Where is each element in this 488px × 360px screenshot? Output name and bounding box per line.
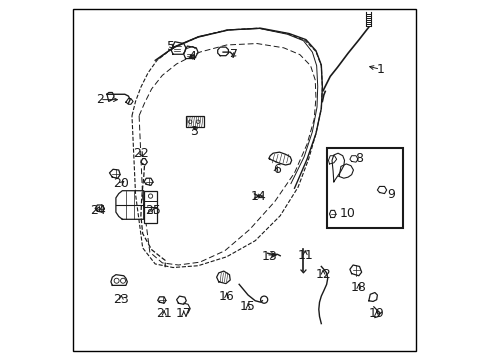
Text: 3: 3	[190, 125, 198, 138]
Text: 16: 16	[218, 289, 234, 303]
Text: 13: 13	[261, 250, 277, 263]
Text: 12: 12	[315, 268, 330, 281]
Text: 22: 22	[133, 147, 148, 160]
Text: 6: 6	[272, 163, 280, 176]
Text: 11: 11	[297, 248, 312, 261]
Text: 10: 10	[340, 207, 355, 220]
Text: 5: 5	[167, 40, 175, 53]
Text: 4: 4	[188, 50, 196, 63]
Text: 19: 19	[368, 307, 384, 320]
Text: 2: 2	[96, 93, 103, 106]
Text: 24: 24	[90, 204, 106, 217]
Text: 9: 9	[386, 188, 394, 201]
Text: 18: 18	[350, 281, 366, 294]
Text: 23: 23	[113, 293, 129, 306]
Text: 21: 21	[156, 307, 172, 320]
Text: 7: 7	[229, 49, 237, 62]
Bar	[143, 191, 157, 223]
Text: 25: 25	[145, 204, 161, 217]
Text: 15: 15	[240, 300, 256, 313]
Text: 20: 20	[113, 177, 129, 190]
Text: 8: 8	[354, 152, 362, 165]
Bar	[326, 148, 403, 228]
Bar	[185, 116, 203, 127]
Text: 17: 17	[176, 307, 191, 320]
Text: 14: 14	[250, 190, 266, 203]
Text: 1: 1	[376, 63, 384, 76]
